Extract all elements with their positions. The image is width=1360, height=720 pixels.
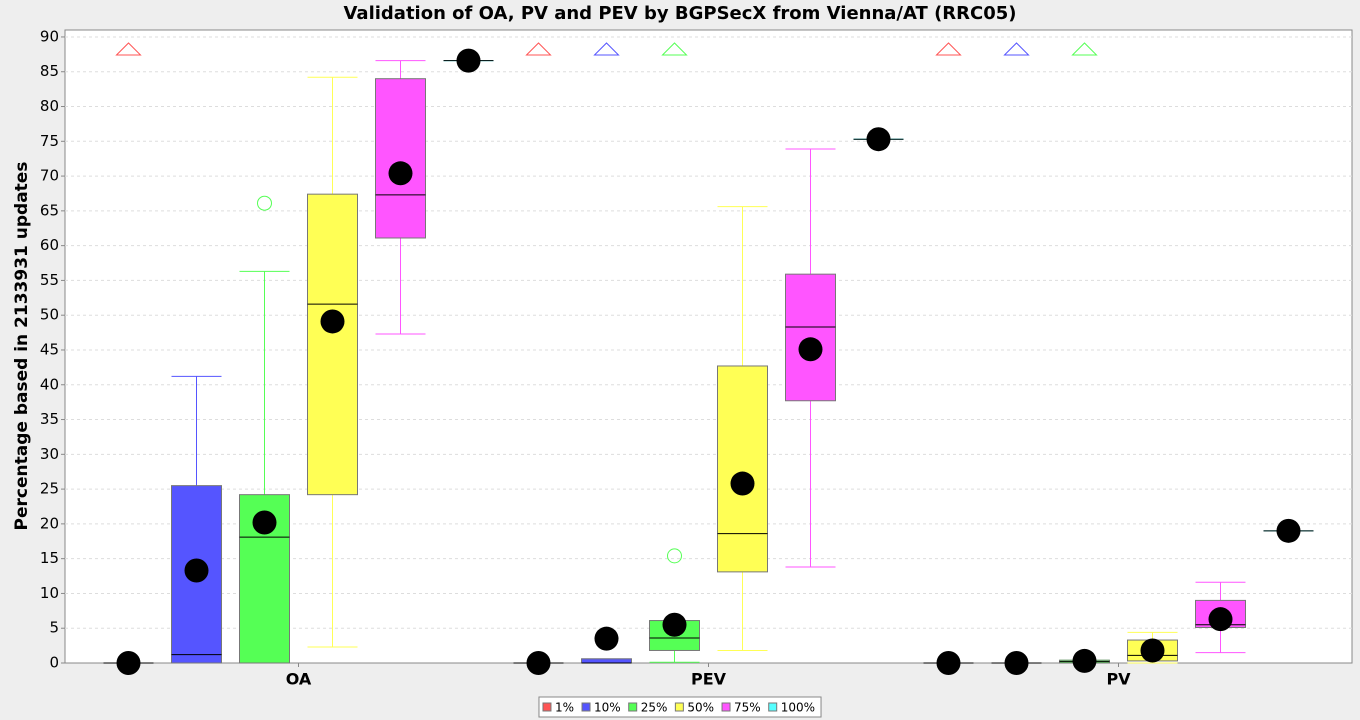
mean-marker <box>866 127 891 152</box>
y-tick-label: 85 <box>40 62 59 80</box>
legend-label: 50% <box>687 701 714 715</box>
legend-swatch <box>581 702 591 712</box>
y-tick-label: 90 <box>40 27 59 45</box>
outlier <box>257 195 272 211</box>
mean-marker <box>594 626 619 651</box>
outlier <box>667 548 682 564</box>
y-tick-label: 65 <box>40 201 59 219</box>
mean-marker <box>456 48 481 73</box>
mean-marker <box>252 510 277 535</box>
legend-swatch <box>542 702 552 712</box>
chart-title: Validation of OA, PV and PEV by BGPSecX … <box>343 3 1016 24</box>
mean-marker <box>116 651 141 675</box>
mean-marker <box>1004 651 1029 675</box>
y-tick-label: 15 <box>40 549 59 567</box>
legend-swatch <box>721 702 731 712</box>
far-outlier-marker <box>593 42 620 56</box>
legend-label: 1% <box>555 701 574 715</box>
y-tick-label: 35 <box>40 410 59 428</box>
x-tick-label: OA <box>286 670 312 689</box>
box <box>307 193 358 496</box>
x-tick-label: PV <box>1106 670 1131 689</box>
mean-marker <box>1208 607 1233 632</box>
mean-marker <box>1140 638 1165 663</box>
mean-marker <box>184 558 209 583</box>
mean-marker <box>936 651 961 675</box>
y-tick-label: 60 <box>40 236 59 254</box>
y-tick-label: 0 <box>49 654 59 672</box>
y-tick-label: 30 <box>40 445 59 463</box>
mean-marker <box>798 337 823 362</box>
far-outlier-marker <box>661 42 688 56</box>
mean-marker <box>320 309 345 334</box>
mean-marker <box>388 161 413 186</box>
legend-label: 10% <box>594 701 621 715</box>
y-tick-label: 75 <box>40 132 59 150</box>
legend-label: 75% <box>734 701 761 715</box>
y-tick-label: 70 <box>40 167 59 185</box>
legend-label: 100% <box>781 701 815 715</box>
far-outlier-marker <box>1071 42 1098 56</box>
y-axis-label: Percentage based in 2133931 updates <box>12 162 32 531</box>
box <box>717 365 768 573</box>
mean-marker <box>662 612 687 637</box>
y-tick-label: 40 <box>40 375 59 393</box>
y-tick-label: 5 <box>49 619 59 637</box>
mean-marker <box>1072 648 1097 673</box>
y-tick-label: 50 <box>40 306 59 324</box>
mean-marker <box>526 651 551 675</box>
y-tick-label: 20 <box>40 514 59 532</box>
far-outlier-marker <box>935 42 962 56</box>
y-tick-label: 25 <box>40 480 59 498</box>
far-outlier-marker <box>525 42 552 56</box>
legend-label: 25% <box>641 701 668 715</box>
mean-marker <box>1276 518 1301 543</box>
y-tick-label: 10 <box>40 584 59 602</box>
legend-swatch <box>674 702 684 712</box>
box <box>375 78 426 239</box>
legend-swatch <box>628 702 638 712</box>
far-outlier-marker <box>115 42 142 56</box>
y-tick-label: 45 <box>40 340 59 358</box>
mean-marker <box>730 471 755 496</box>
y-tick-label: 80 <box>40 97 59 115</box>
y-tick-label: 55 <box>40 271 59 289</box>
far-outlier-marker <box>1003 42 1030 56</box>
box <box>581 658 632 664</box>
legend-swatch <box>768 702 778 712</box>
x-tick-label: PEV <box>691 670 727 689</box>
